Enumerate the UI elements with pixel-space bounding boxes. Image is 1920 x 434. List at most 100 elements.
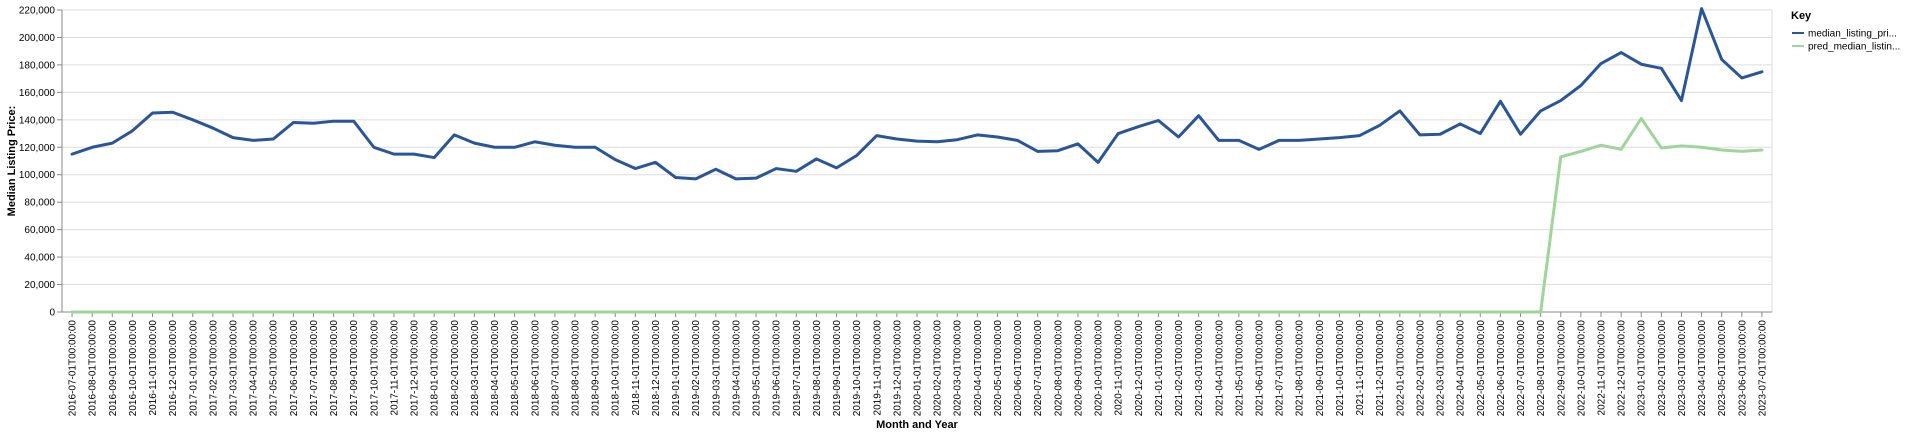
x-tick-label: 2021-09-01T00:00:00	[1315, 320, 1326, 417]
x-tick-label: 2022-02-01T00:00:00	[1415, 320, 1426, 417]
x-tick-label: 2019-05-01T00:00:00	[752, 320, 763, 417]
x-tick-label: 2017-02-01T00:00:00	[208, 320, 219, 417]
x-tick-label: 2022-06-01T00:00:00	[1496, 320, 1507, 417]
legend-label: pred_median_listin...	[1808, 42, 1900, 53]
x-tick-label: 2020-04-01T00:00:00	[973, 320, 984, 417]
x-tick-label: 2017-09-01T00:00:00	[349, 320, 360, 417]
x-tick-label: 2019-12-01T00:00:00	[892, 320, 903, 417]
series	[70, 7, 1764, 314]
legend: Key median_listing_pri... pred_median_lis…	[1791, 10, 1900, 53]
x-tick-label: 2017-11-01T00:00:00	[389, 320, 400, 416]
x-tick-label: 2023-02-01T00:00:00	[1657, 320, 1668, 417]
x-tick-label: 2019-09-01T00:00:00	[832, 320, 843, 417]
x-tick-label: 2022-05-01T00:00:00	[1476, 320, 1487, 417]
x-tick-label: 2019-04-01T00:00:00	[731, 320, 742, 417]
x-tick-label: 2017-05-01T00:00:00	[269, 320, 280, 417]
x-tick-label: 2016-07-01T00:00:00	[68, 320, 79, 417]
x-tick-label: 2022-12-01T00:00:00	[1617, 320, 1628, 417]
x-tick-label: 2016-10-01T00:00:00	[128, 320, 139, 417]
x-tick-label: 2023-05-01T00:00:00	[1717, 320, 1728, 417]
y-tick-label: 220,000	[19, 6, 56, 17]
x-tick-label: 2021-10-01T00:00:00	[1335, 320, 1346, 417]
x-tick-label: 2019-08-01T00:00:00	[812, 320, 823, 417]
x-tick-label: 2022-07-01T00:00:00	[1516, 320, 1527, 417]
x-tick-label: 2018-03-01T00:00:00	[470, 320, 481, 417]
x-tick-label: 2021-01-01T00:00:00	[1154, 320, 1165, 417]
x-tick-label: 2019-02-01T00:00:00	[691, 320, 702, 417]
x-tick-label: 2020-02-01T00:00:00	[933, 320, 944, 417]
grid	[61, 9, 1773, 313]
x-tick-label: 2020-12-01T00:00:00	[1134, 320, 1145, 417]
x-tick-label: 2018-11-01T00:00:00	[631, 320, 642, 416]
y-tick-label: 160,000	[19, 88, 56, 99]
y-tick-label: 40,000	[24, 253, 55, 264]
legend-title: Key	[1791, 10, 1812, 22]
x-tick-label: 2017-12-01T00:00:00	[410, 320, 421, 417]
x-tick-label: 2022-03-01T00:00:00	[1436, 320, 1447, 417]
x-tick-label: 2022-01-01T00:00:00	[1395, 320, 1406, 417]
x-tick-label: 2018-10-01T00:00:00	[611, 320, 622, 417]
y-tick-label: 180,000	[19, 60, 56, 71]
x-tick-label: 2018-07-01T00:00:00	[550, 320, 561, 417]
x-tick-label: 2018-05-01T00:00:00	[510, 320, 521, 417]
x-tick-label: 2021-12-01T00:00:00	[1375, 320, 1386, 417]
x-tick-label: 2021-02-01T00:00:00	[1174, 320, 1185, 417]
x-tick-label: 2022-11-01T00:00:00	[1597, 320, 1608, 416]
series-line-1	[70, 7, 1764, 181]
x-axis-title: Month and Year	[876, 419, 958, 431]
x-tick-label: 2017-07-01T00:00:00	[309, 320, 320, 417]
x-tick-label: 2018-02-01T00:00:00	[450, 320, 461, 417]
x-tick-label: 2020-03-01T00:00:00	[953, 320, 964, 417]
x-tick-label: 2018-09-01T00:00:00	[591, 320, 602, 417]
x-tick-label: 2022-04-01T00:00:00	[1456, 320, 1467, 417]
y-tick-label: 0	[49, 308, 55, 319]
y-tick-label: 140,000	[19, 115, 56, 126]
series-line-2	[70, 116, 1764, 314]
x-tick-label: 2021-08-01T00:00:00	[1295, 320, 1306, 417]
x-tick-label: 2019-01-01T00:00:00	[671, 320, 682, 417]
x-tick-label: 2018-06-01T00:00:00	[530, 320, 541, 417]
x-tick-label: 2020-09-01T00:00:00	[1073, 320, 1084, 417]
legend-items: median_listing_pri... pred_median_listin.…	[1792, 29, 1900, 53]
y-tick-label: 20,000	[24, 280, 55, 291]
x-tick-label: 2017-06-01T00:00:00	[289, 320, 300, 417]
x-tick-label: 2016-11-01T00:00:00	[148, 320, 159, 416]
x-tick-label: 2017-03-01T00:00:00	[229, 320, 240, 417]
y-tick-label: 80,000	[24, 198, 55, 209]
x-tick-label: 2020-01-01T00:00:00	[913, 320, 924, 417]
x-tick-label: 2019-11-01T00:00:00	[872, 320, 883, 416]
x-tick-label: 2020-10-01T00:00:00	[1094, 320, 1105, 417]
x-tick-label: 2023-07-01T00:00:00	[1757, 320, 1768, 417]
x-tick-label: 2022-09-01T00:00:00	[1556, 320, 1567, 417]
x-axis-ticks: 2016-07-01T00:00:00 2016-08-01T00:00:00 20…	[68, 312, 1768, 417]
x-tick-label: 2019-03-01T00:00:00	[711, 320, 722, 417]
x-tick-label: 2018-04-01T00:00:00	[490, 320, 501, 417]
x-tick-label: 2018-08-01T00:00:00	[571, 320, 582, 417]
x-tick-label: 2020-05-01T00:00:00	[993, 320, 1004, 417]
x-tick-label: 2021-06-01T00:00:00	[1255, 320, 1266, 417]
x-tick-label: 2016-09-01T00:00:00	[108, 320, 119, 417]
y-axis-ticks: 0 20,000 40,000 60,000 80,000 100,000 120,000 1…	[19, 6, 62, 319]
x-tick-label: 2018-12-01T00:00:00	[651, 320, 662, 417]
x-tick-label: 2020-08-01T00:00:00	[1053, 320, 1064, 417]
x-tick-label: 2022-10-01T00:00:00	[1576, 320, 1587, 417]
x-tick-label: 2023-06-01T00:00:00	[1737, 320, 1748, 417]
x-tick-label: 2022-08-01T00:00:00	[1536, 320, 1547, 417]
x-tick-label: 2019-06-01T00:00:00	[772, 320, 783, 417]
y-tick-label: 100,000	[19, 170, 56, 181]
x-tick-label: 2023-03-01T00:00:00	[1677, 320, 1688, 417]
x-tick-label: 2019-07-01T00:00:00	[792, 320, 803, 417]
x-tick-label: 2021-07-01T00:00:00	[1275, 320, 1286, 417]
x-tick-label: 2017-10-01T00:00:00	[369, 320, 380, 417]
x-tick-label: 2017-01-01T00:00:00	[188, 320, 199, 417]
x-tick-label: 2016-12-01T00:00:00	[168, 320, 179, 417]
y-tick-label: 120,000	[19, 143, 56, 154]
x-tick-label: 2018-01-01T00:00:00	[430, 320, 441, 417]
x-tick-label: 2020-07-01T00:00:00	[1033, 320, 1044, 417]
x-tick-label: 2017-08-01T00:00:00	[329, 320, 340, 417]
x-tick-label: 2021-04-01T00:00:00	[1214, 320, 1225, 417]
x-tick-label: 2020-06-01T00:00:00	[1013, 320, 1024, 417]
x-tick-label: 2023-04-01T00:00:00	[1697, 320, 1708, 417]
x-tick-label: 2017-04-01T00:00:00	[249, 320, 260, 417]
